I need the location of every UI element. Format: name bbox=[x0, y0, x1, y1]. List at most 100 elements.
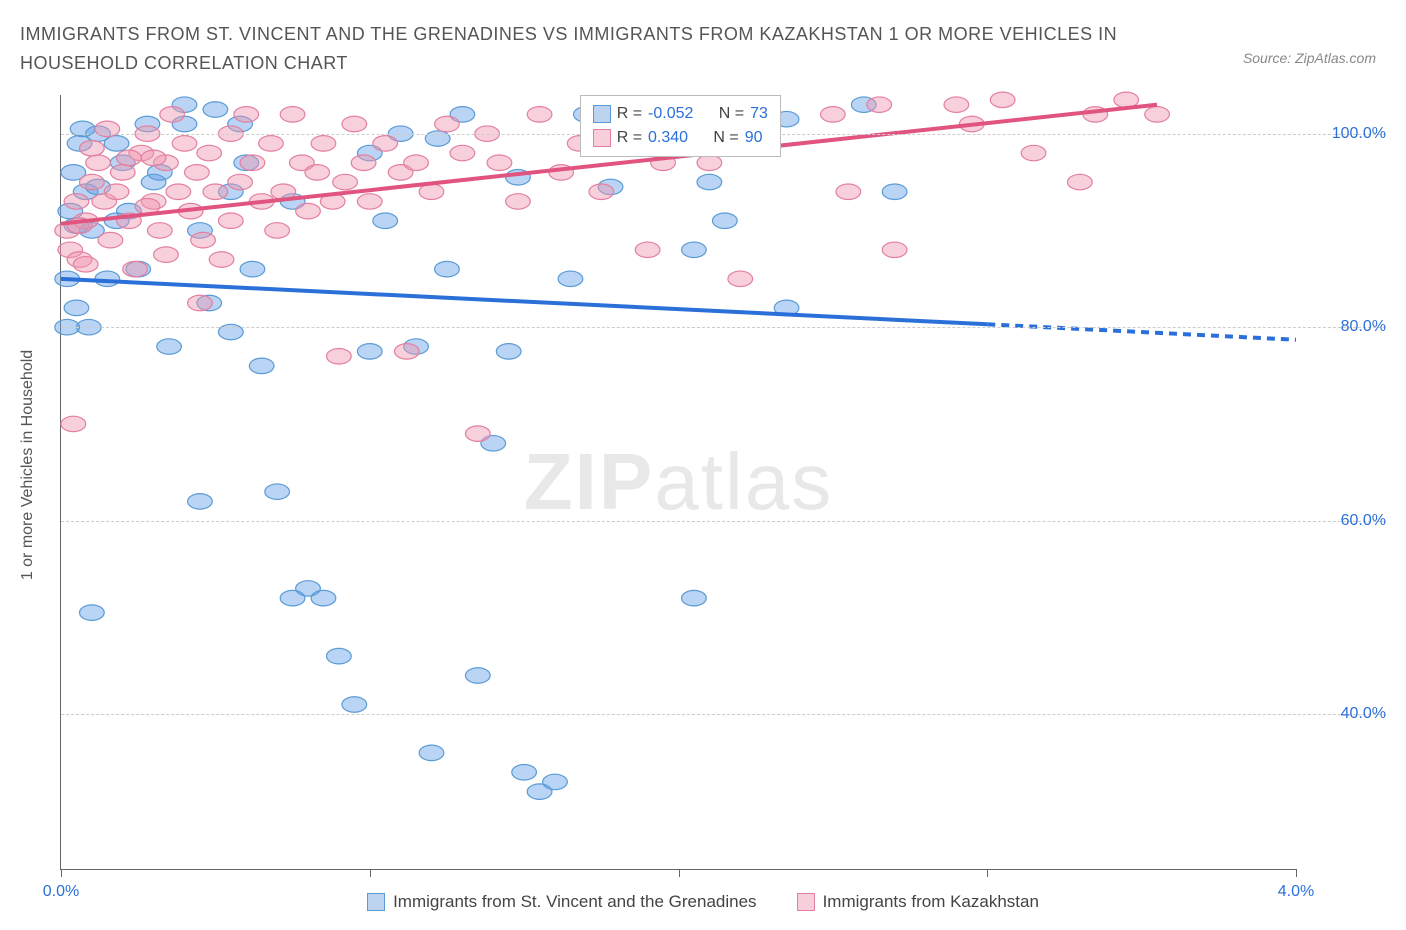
data-point bbox=[682, 242, 707, 257]
x-tick bbox=[679, 869, 680, 877]
plot-area: ZIPatlas 40.0%60.0%80.0%100.0%0.0%4.0%R … bbox=[60, 95, 1296, 870]
data-point bbox=[373, 213, 398, 228]
data-point bbox=[487, 155, 512, 170]
data-point bbox=[188, 494, 213, 509]
data-point bbox=[104, 184, 129, 199]
data-point bbox=[240, 155, 265, 170]
data-point bbox=[712, 213, 737, 228]
data-point bbox=[697, 174, 722, 189]
data-point bbox=[259, 136, 284, 151]
legend-swatch bbox=[593, 129, 611, 147]
data-point bbox=[327, 348, 352, 363]
data-point bbox=[450, 145, 475, 160]
data-point bbox=[682, 590, 707, 605]
data-point bbox=[203, 184, 228, 199]
data-point bbox=[589, 184, 614, 199]
data-point bbox=[435, 261, 460, 276]
data-point bbox=[527, 107, 552, 122]
legend-r-value: 0.340 bbox=[648, 126, 688, 150]
data-point bbox=[73, 257, 98, 272]
legend-swatch bbox=[367, 893, 385, 911]
data-point bbox=[98, 232, 123, 247]
data-point bbox=[697, 155, 722, 170]
y-tick-label: 80.0% bbox=[1306, 318, 1386, 336]
data-point bbox=[882, 242, 907, 257]
gridline bbox=[61, 521, 1386, 522]
data-point bbox=[104, 136, 129, 151]
legend-n-label: N = bbox=[713, 126, 738, 150]
data-point bbox=[166, 184, 191, 199]
legend-r-label: R = bbox=[617, 126, 642, 150]
data-point bbox=[147, 223, 172, 238]
data-point bbox=[185, 165, 210, 180]
data-point bbox=[342, 116, 367, 131]
y-tick-label: 40.0% bbox=[1306, 705, 1386, 723]
data-point bbox=[836, 184, 861, 199]
x-tick bbox=[61, 869, 62, 877]
chart-title: IMMIGRANTS FROM ST. VINCENT AND THE GREN… bbox=[20, 20, 1186, 78]
legend-n-label: N = bbox=[719, 102, 744, 126]
legend-swatch bbox=[593, 105, 611, 123]
legend-item: Immigrants from Kazakhstan bbox=[797, 892, 1039, 912]
data-point bbox=[265, 484, 290, 499]
data-point bbox=[80, 605, 105, 620]
stats-legend-row: R = -0.052 N = 73 bbox=[593, 102, 768, 126]
data-point bbox=[203, 102, 228, 117]
gridline bbox=[61, 327, 1386, 328]
legend-n-value: 90 bbox=[745, 126, 763, 150]
data-point bbox=[512, 765, 537, 780]
data-point bbox=[990, 92, 1015, 107]
data-point bbox=[373, 136, 398, 151]
data-point bbox=[1021, 145, 1046, 160]
legend-series-name: Immigrants from Kazakhstan bbox=[823, 892, 1039, 912]
data-point bbox=[867, 97, 892, 112]
source-attribution: Source: ZipAtlas.com bbox=[1243, 50, 1376, 66]
bottom-legend: Immigrants from St. Vincent and the Gren… bbox=[0, 892, 1406, 912]
y-axis-label: 1 or more Vehicles in Household bbox=[19, 350, 37, 580]
x-tick bbox=[370, 869, 371, 877]
data-point bbox=[311, 136, 336, 151]
legend-item: Immigrants from St. Vincent and the Gren… bbox=[367, 892, 756, 912]
data-point bbox=[110, 165, 135, 180]
data-point bbox=[944, 97, 969, 112]
data-point bbox=[419, 745, 444, 760]
data-point bbox=[80, 140, 105, 155]
data-point bbox=[327, 648, 352, 663]
data-point bbox=[728, 271, 753, 286]
data-point bbox=[342, 697, 367, 712]
data-point bbox=[172, 136, 197, 151]
stats-legend: R = -0.052 N = 73R = 0.340 N = 90 bbox=[580, 95, 781, 157]
data-point bbox=[64, 194, 89, 209]
data-point bbox=[333, 174, 358, 189]
data-point bbox=[265, 223, 290, 238]
legend-swatch bbox=[797, 893, 815, 911]
data-point bbox=[351, 155, 376, 170]
data-point bbox=[543, 774, 568, 789]
data-point bbox=[305, 165, 330, 180]
data-point bbox=[435, 116, 460, 131]
data-point bbox=[86, 155, 111, 170]
data-point bbox=[311, 590, 336, 605]
data-point bbox=[357, 194, 382, 209]
x-tick bbox=[1296, 869, 1297, 877]
scatter-svg bbox=[61, 95, 1296, 869]
legend-r-value: -0.052 bbox=[648, 102, 693, 126]
y-tick-label: 60.0% bbox=[1306, 512, 1386, 530]
legend-n-value: 73 bbox=[750, 102, 768, 126]
data-point bbox=[218, 213, 243, 228]
data-point bbox=[141, 150, 166, 165]
data-point bbox=[80, 174, 105, 189]
gridline bbox=[61, 714, 1386, 715]
data-point bbox=[197, 145, 222, 160]
data-point bbox=[465, 426, 490, 441]
data-point bbox=[61, 416, 86, 431]
data-point bbox=[882, 184, 907, 199]
data-point bbox=[635, 242, 660, 257]
legend-series-name: Immigrants from St. Vincent and the Gren… bbox=[393, 892, 756, 912]
data-point bbox=[191, 232, 216, 247]
data-point bbox=[188, 295, 213, 310]
data-point bbox=[117, 150, 142, 165]
data-point bbox=[1068, 174, 1093, 189]
data-point bbox=[558, 271, 583, 286]
data-point bbox=[64, 300, 89, 315]
